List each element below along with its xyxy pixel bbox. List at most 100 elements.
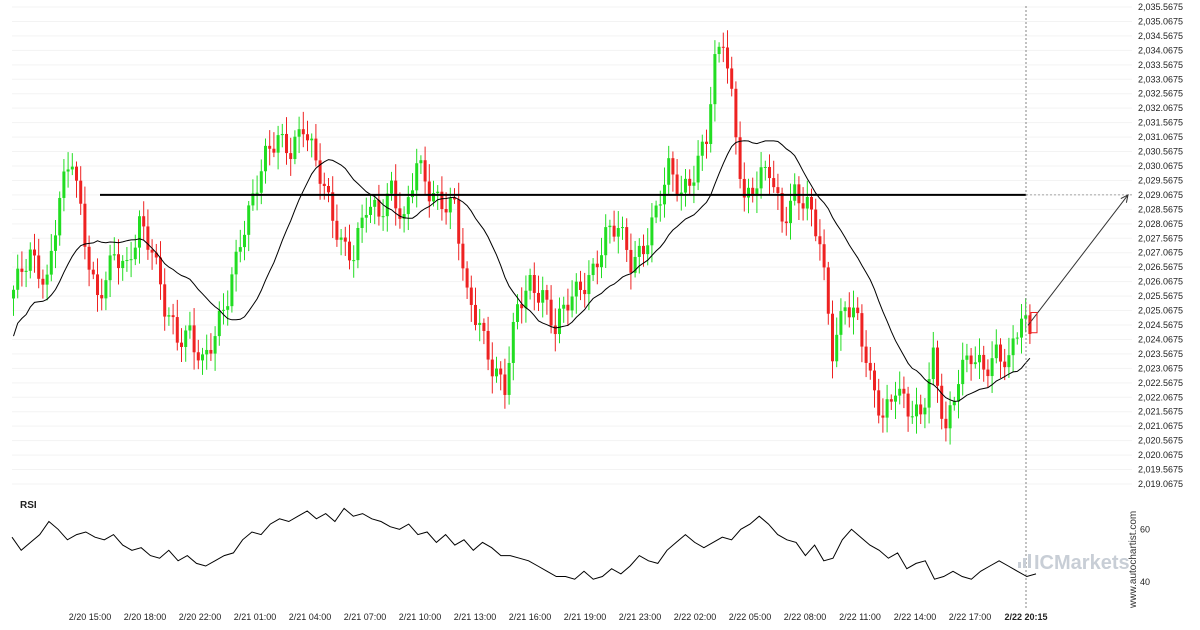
candle-body bbox=[314, 138, 318, 161]
price-tick-label: 2,032.5675 bbox=[1138, 89, 1183, 99]
candle-body bbox=[797, 184, 801, 204]
price-tick-label: 2,022.5675 bbox=[1138, 378, 1183, 388]
candle-body bbox=[117, 254, 120, 269]
time-tick-label: 2/21 13:00 bbox=[454, 612, 497, 622]
candle-body bbox=[507, 362, 511, 395]
candle-body bbox=[759, 167, 763, 189]
current-time-label: 2/22 20:15 bbox=[1004, 612, 1047, 622]
candle-body bbox=[62, 171, 66, 198]
rsi-axis: 40 60 bbox=[1140, 524, 1150, 586]
candle-body bbox=[377, 199, 381, 217]
candle-body bbox=[873, 370, 876, 391]
logo-bar-2 bbox=[1023, 558, 1026, 568]
candle-body bbox=[755, 188, 759, 196]
candle-body bbox=[436, 191, 440, 194]
candle-body bbox=[171, 315, 175, 318]
time-tick-label: 2/21 01:00 bbox=[234, 612, 277, 622]
price-tick-label: 2,019.0675 bbox=[1138, 479, 1183, 489]
price-tick-label: 2,025.5675 bbox=[1138, 291, 1183, 301]
candle-body bbox=[280, 133, 284, 136]
candle-body bbox=[45, 274, 49, 285]
candle-body bbox=[831, 313, 834, 362]
price-tick-label: 2,026.0675 bbox=[1138, 277, 1183, 287]
candle-body bbox=[440, 191, 444, 210]
price-axis: 2,019.0675 2,019.5675 2,020.0675 2,020.5675… bbox=[1138, 2, 1183, 489]
price-tick-label: 2,019.5675 bbox=[1138, 465, 1183, 475]
candle-body bbox=[574, 281, 578, 297]
candle-body bbox=[213, 336, 217, 354]
candle-body bbox=[12, 289, 15, 299]
candle-body bbox=[285, 133, 288, 154]
candle-body bbox=[579, 281, 582, 290]
candle-body bbox=[167, 315, 171, 317]
candle-body bbox=[1020, 318, 1023, 338]
candle-body bbox=[747, 187, 750, 198]
candle-body bbox=[91, 269, 95, 275]
candle-body bbox=[251, 193, 255, 206]
candle-body bbox=[558, 308, 561, 335]
candle-body bbox=[696, 155, 700, 183]
candle-body bbox=[839, 311, 843, 335]
candle-body bbox=[96, 274, 99, 296]
candle-body bbox=[906, 393, 910, 417]
candle-body bbox=[881, 415, 885, 418]
price-tick-label: 2,029.0675 bbox=[1138, 190, 1183, 200]
candle-body bbox=[461, 243, 465, 269]
candle-body bbox=[180, 342, 183, 347]
candle-body bbox=[259, 171, 263, 193]
candle-body bbox=[322, 183, 326, 187]
candle-body bbox=[789, 200, 792, 224]
rsi-line bbox=[11, 507, 1037, 580]
candle-body bbox=[957, 384, 960, 402]
candle-body bbox=[486, 330, 490, 360]
candle-body bbox=[524, 290, 528, 309]
candle-body bbox=[642, 245, 645, 255]
time-axis: 2/20 15:00 2/20 18:00 2/20 22:00 2/21 01:00… bbox=[69, 612, 1048, 622]
time-tick-label: 2/22 11:00 bbox=[839, 612, 881, 622]
price-tick-label: 2,035.5675 bbox=[1138, 2, 1183, 12]
candle-body bbox=[843, 307, 847, 312]
candle-body bbox=[528, 275, 532, 291]
candle-body bbox=[713, 54, 717, 105]
candle-body bbox=[654, 205, 658, 218]
candle-body bbox=[856, 307, 860, 314]
candle-body bbox=[234, 251, 238, 275]
candle-body bbox=[545, 290, 549, 300]
candle-body bbox=[37, 255, 41, 279]
time-tick-label: 2/21 23:00 bbox=[619, 612, 662, 622]
candle-body bbox=[16, 268, 20, 290]
candle-body bbox=[226, 306, 230, 310]
price-tick-label: 2,033.0675 bbox=[1138, 74, 1183, 84]
candle-body bbox=[994, 344, 998, 359]
candle-body bbox=[520, 304, 524, 309]
time-tick-label: 2/22 14:00 bbox=[894, 612, 937, 622]
time-tick-label: 2/20 15:00 bbox=[69, 612, 112, 622]
candle-body bbox=[297, 129, 301, 137]
candle-body bbox=[885, 399, 889, 418]
candle-body bbox=[385, 193, 389, 217]
candle-body bbox=[902, 388, 906, 394]
candle-body bbox=[20, 268, 24, 272]
price-tick-label: 2,031.5675 bbox=[1138, 118, 1183, 128]
candle-body bbox=[154, 252, 158, 258]
candle-body bbox=[625, 227, 629, 250]
candle-body bbox=[646, 245, 650, 255]
candle-body bbox=[667, 158, 671, 185]
time-tick-label: 2/22 05:00 bbox=[729, 612, 772, 622]
candle-body bbox=[721, 46, 725, 48]
candle-body bbox=[978, 354, 981, 363]
time-tick-label: 2/21 16:00 bbox=[509, 612, 552, 622]
candle-body bbox=[402, 214, 406, 219]
candle-body bbox=[570, 296, 574, 311]
candle-body bbox=[419, 160, 423, 164]
logo-bar-1 bbox=[1018, 562, 1021, 568]
candle-body bbox=[33, 249, 36, 256]
candle-body bbox=[1007, 355, 1011, 368]
candle-body bbox=[24, 270, 28, 272]
candle-body bbox=[453, 197, 456, 200]
candle-body bbox=[247, 205, 251, 235]
candle-body bbox=[692, 182, 696, 186]
candle-body bbox=[999, 344, 1002, 362]
candle-body bbox=[847, 307, 851, 318]
